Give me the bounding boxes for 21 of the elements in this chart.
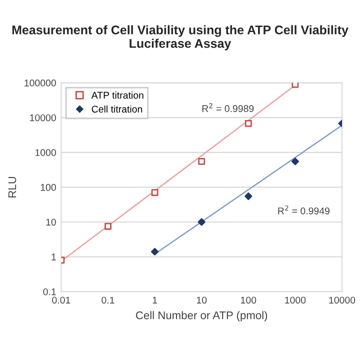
y-tick-label: 1	[52, 254, 56, 260]
x-tick-label: 1	[152, 296, 158, 304]
chart-title: Measurement of Cell Viability using the ATP Cell Viability Luciferase Assay	[12, 25, 348, 50]
y-axis-title: RLU	[8, 176, 16, 198]
y-tick-label: 100	[40, 184, 56, 191]
annotation: R$^{2}$ = 0.9949	[278, 205, 330, 214]
y-tick-label: 1000	[35, 149, 56, 156]
x-tick-label: 0.01	[52, 296, 70, 304]
x-tick-label: 10000	[329, 296, 356, 304]
x-tick-label: 10	[196, 296, 207, 304]
y-tick-label: 10	[46, 218, 56, 226]
x-tick-label: 0.1	[102, 296, 114, 304]
legend-label: ATP titration	[91, 92, 144, 99]
legend-label: Cell titration	[92, 105, 142, 113]
x-axis-title: Cell Number or ATP (pmol)	[136, 311, 268, 322]
y-tick-label: 100000	[24, 80, 56, 86]
y-tick-label: 0.1	[43, 288, 56, 296]
annotation: R$^{2}$ = 0.9989	[202, 103, 254, 112]
y-tick-label: 10000	[30, 114, 56, 122]
x-tick-label: 1000	[285, 296, 306, 304]
x-tick-label: 100	[241, 296, 256, 304]
